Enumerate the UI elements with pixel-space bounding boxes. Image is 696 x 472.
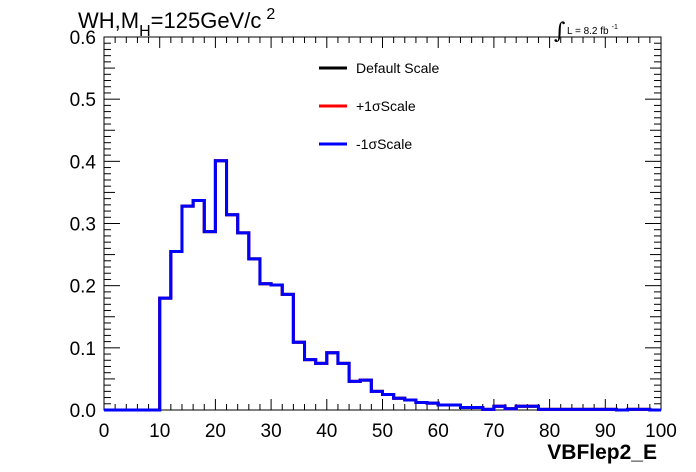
chart-title-subscript: H [139, 23, 151, 40]
x-tick-label: 60 [428, 421, 449, 442]
legend-label-0: Default Scale [356, 60, 439, 76]
x-tick-label: 20 [205, 421, 226, 442]
legend-label-1: +1σScale [356, 98, 416, 114]
y-tick-label: 0.0 [70, 401, 96, 422]
x-tick-label: 90 [595, 421, 616, 442]
chart-title: WH,MH=125GeV/c 2 [78, 6, 275, 40]
x-tick-label: 50 [372, 421, 393, 442]
integral-symbol: ∫ [554, 19, 566, 44]
luminosity-label: L = 8.2 fb -1 [567, 24, 618, 37]
luminosity-text: L = 8.2 fb [567, 26, 609, 37]
luminosity-superscript: -1 [612, 24, 618, 31]
y-tick-label: 0.5 [70, 90, 96, 111]
x-tick-label: 30 [261, 421, 282, 442]
x-tick-label: 70 [483, 421, 504, 442]
x-tick-label: 100 [645, 421, 677, 442]
x-tick-label: 10 [149, 421, 170, 442]
axis-ticks [103, 36, 662, 411]
axis-tick-labels: 0 10 20 30 40 50 60 70 80 90 100 0.0 0.1 0.2 0.3 0.4 0.5… [70, 28, 677, 442]
chart-title-prefix: WH,M [78, 8, 139, 33]
y-tick-label: 0.6 [70, 28, 96, 49]
x-tick-label: 0 [99, 421, 110, 442]
y-tick-label: 0.2 [70, 277, 96, 298]
x-tick-label: 80 [539, 421, 560, 442]
legend-label-2: -1σScale [356, 136, 412, 152]
series-line-2 [104, 159, 661, 412]
y-tick-label: 0.1 [70, 339, 96, 360]
chart-title-superscript: 2 [266, 6, 275, 23]
x-axis-title: VBFlep2_E [547, 441, 657, 464]
series-layer [104, 159, 661, 412]
chart-title-main: =125GeV/c [151, 8, 262, 33]
legend: Default Scale +1σScale -1σScale [319, 60, 439, 152]
y-tick-label: 0.3 [70, 215, 96, 236]
y-tick-label: 0.4 [70, 152, 97, 173]
x-tick-label: 40 [316, 421, 337, 442]
